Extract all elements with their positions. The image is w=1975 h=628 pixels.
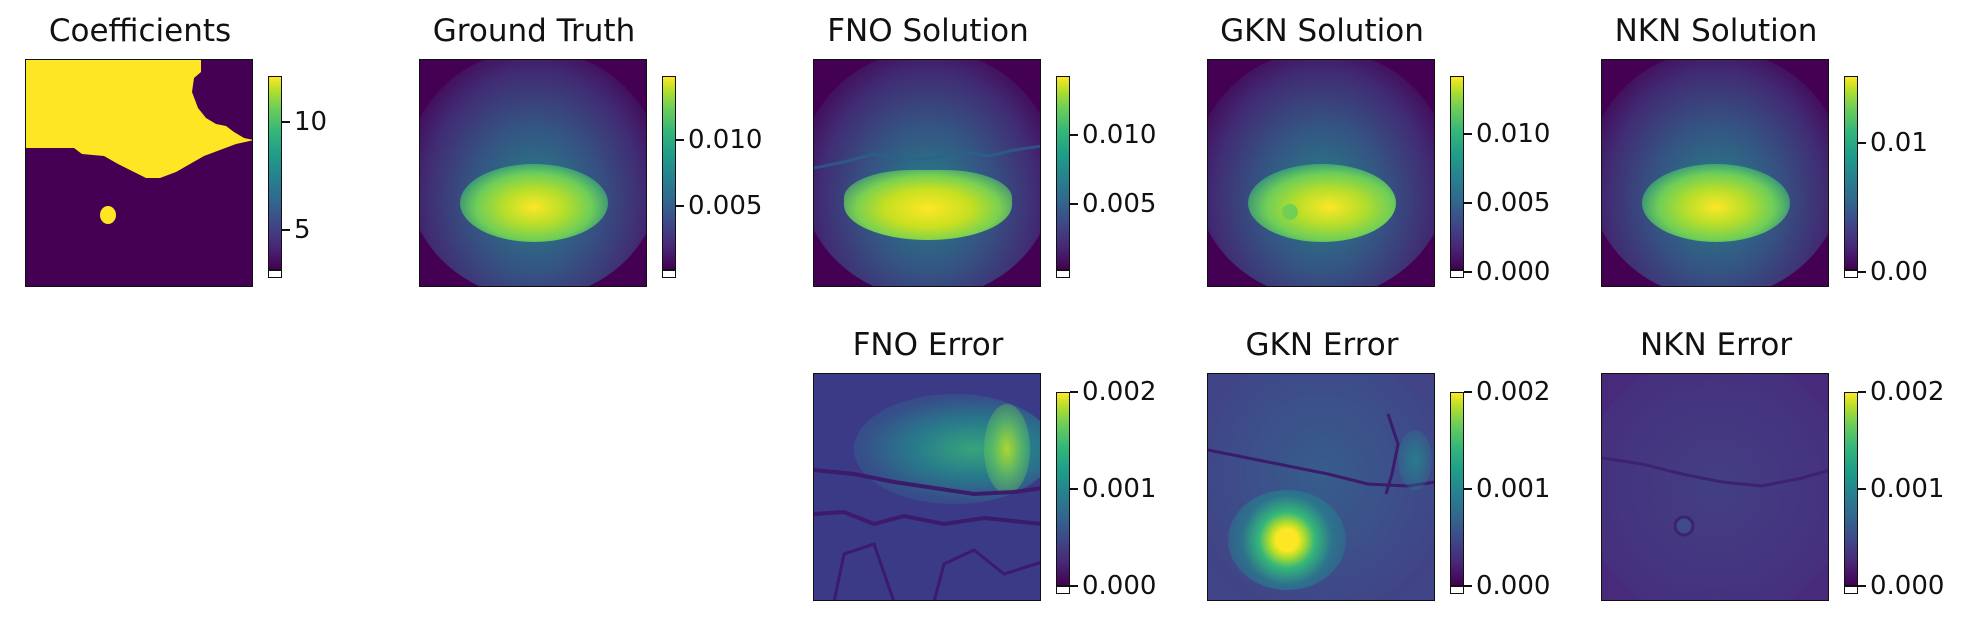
nkn-error-heatmap [1601,373,1829,601]
gkn-solution-title: GKN Solution [1220,13,1424,49]
coefficients-title: Coefficients [48,13,232,49]
fno-error-heatmap [813,373,1041,601]
fno-solution-title: FNO Solution [827,13,1029,49]
gkn-solution-colorbar [1450,76,1464,278]
coefficients-field [26,60,252,286]
ground-truth-colorbar [662,76,676,278]
gkn-solution-heatmap [1207,59,1435,287]
nkn-error-colorbar [1844,392,1858,594]
ground-truth-title: Ground Truth [432,13,636,49]
coefficients-heatmap [25,59,253,287]
nkn-solution-colorbar [1844,76,1858,278]
fno-solution-heatmap [813,59,1041,287]
gkn-error-heatmap [1207,373,1435,601]
fno-error-streaks [814,468,1040,600]
fno-error-title: FNO Error [852,327,1004,363]
fno-error-colorbar [1056,392,1070,594]
nkn-error-streaks [1602,456,1828,537]
fno-solution-colorbar [1056,76,1070,278]
ground-truth-heatmap [419,59,647,287]
nkn-solution-title: NKN Solution [1614,13,1818,49]
gkn-error-title: GKN Error [1245,327,1399,363]
fno-solution-ridge [814,144,1040,170]
gkn-error-colorbar [1450,392,1464,594]
coefficients-colorbar [268,76,282,278]
nkn-solution-heatmap [1601,59,1829,287]
nkn-error-title: NKN Error [1639,327,1793,363]
